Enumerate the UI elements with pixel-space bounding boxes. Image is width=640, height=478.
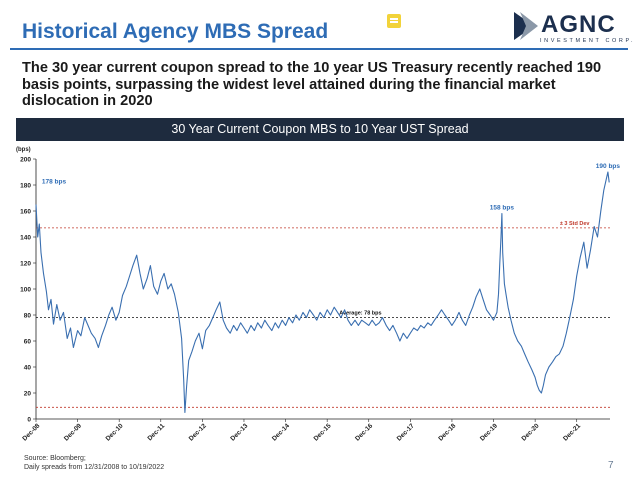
y-tick-label: 0	[27, 416, 31, 423]
logo-chevron-light	[520, 12, 538, 40]
x-tick-label: Dec-16	[354, 422, 374, 442]
y-tick-label: 160	[20, 208, 31, 215]
logo-wordmark: AGNC	[541, 11, 616, 38]
y-axis-unit-label: (bps)	[16, 147, 31, 153]
page-number: 7	[608, 460, 614, 471]
x-tick-label: Dec-21	[562, 422, 582, 442]
x-tick-label: Dec-19	[479, 422, 499, 442]
reference-line-label: ± 3 Std Dev	[560, 221, 591, 227]
x-tick-label: Dec-14	[271, 422, 291, 442]
peak-annotation: 158 bps	[490, 205, 515, 212]
x-tick-label: Dec-08	[21, 422, 41, 442]
y-tick-label: 200	[20, 156, 31, 163]
reference-line-label: Average: 78 bps	[339, 311, 381, 317]
peak-annotation: 178 bps	[42, 179, 67, 186]
comment-note-icon[interactable]	[387, 14, 401, 28]
x-tick-label: Dec-15	[313, 422, 333, 442]
y-tick-label: 180	[20, 182, 31, 189]
peak-annotation: 190 bps	[596, 163, 621, 170]
x-tick-label: Dec-17	[396, 422, 416, 442]
logo-chevron-dark	[514, 12, 534, 40]
x-tick-label: Dec-12	[188, 422, 208, 442]
page-title: Historical Agency MBS Spread	[22, 20, 329, 43]
agnc-logo	[514, 12, 538, 40]
source-line: Source: Bloomberg;	[24, 455, 86, 462]
logo-subtext: INVESTMENT CORP.	[540, 38, 636, 44]
y-tick-label: 60	[24, 338, 32, 345]
daily-spreads-note: Daily spreads from 12/31/2008 to 10/19/2…	[24, 464, 165, 471]
x-tick-label: Dec-13	[229, 422, 249, 442]
x-tick-label: Dec-11	[146, 422, 166, 442]
title-divider	[10, 48, 628, 50]
footer-source: Source: Bloomberg; Daily spreads from 12…	[24, 454, 164, 472]
y-tick-label: 40	[24, 364, 32, 371]
y-tick-label: 100	[20, 286, 31, 293]
spread-line-chart: (bps) 0 20 40 60 80 100 120 140 160 180 200 Dec-08 De…	[16, 147, 621, 442]
page-subtitle: The 30 year current coupon spread to the…	[22, 60, 602, 109]
x-tick-label: Dec-20	[521, 422, 541, 442]
y-tick-label: 20	[24, 390, 32, 397]
x-tick-label: Dec-10	[105, 422, 125, 442]
x-tick-label: Dec-09	[63, 422, 83, 442]
x-tick-label: Dec-18	[437, 422, 457, 442]
y-tick-label: 140	[20, 234, 31, 241]
y-tick-label: 80	[24, 312, 32, 319]
y-tick-label: 120	[20, 260, 31, 267]
spread-series-line	[35, 171, 610, 414]
chart-title-banner: 30 Year Current Coupon MBS to 10 Year US…	[16, 118, 624, 141]
